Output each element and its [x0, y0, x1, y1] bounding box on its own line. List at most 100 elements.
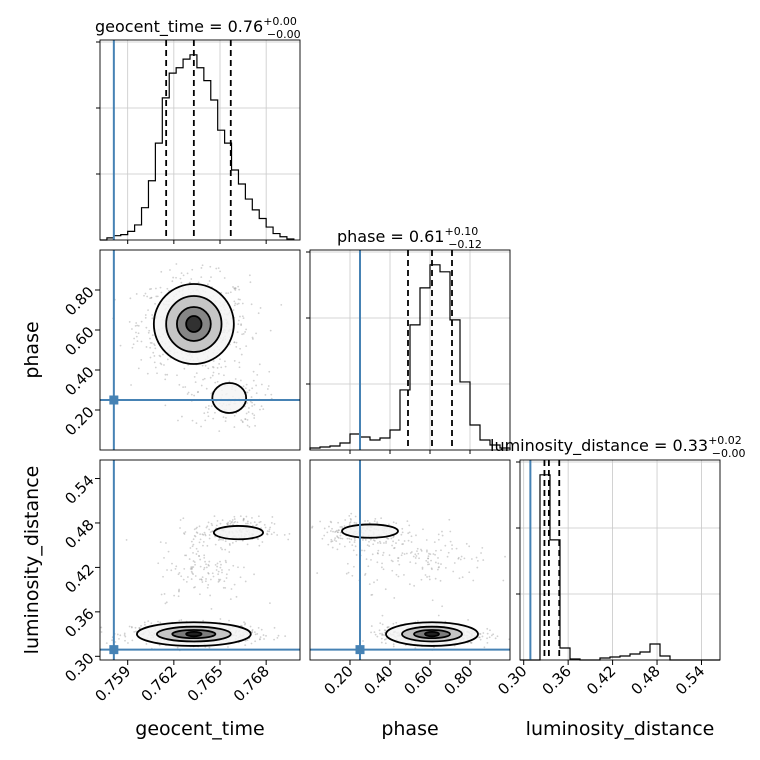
- pair-geocent_time-luminosity_distance-point: [253, 521, 256, 524]
- pair-phase-luminosity_distance-point: [353, 541, 356, 543]
- pair-phase-luminosity_distance-point: [436, 568, 439, 571]
- pair-phase-luminosity_distance-point: [377, 549, 380, 552]
- pair-phase-luminosity_distance-point: [478, 636, 481, 639]
- pair-geocent_time-phase-point: [136, 324, 139, 327]
- pair-phase-luminosity_distance-point: [347, 571, 350, 574]
- pair-geocent_time-luminosity_distance-point: [259, 636, 262, 639]
- pair-geocent_time-luminosity_distance-point: [226, 522, 228, 525]
- pair-phase-luminosity_distance-point: [378, 540, 381, 543]
- pair-geocent_time-phase-point: [144, 316, 147, 319]
- pair-geocent_time-luminosity_distance-point: [211, 530, 214, 533]
- pair-geocent_time-phase-point: [156, 372, 158, 375]
- pair-geocent_time-phase-point: [155, 295, 158, 298]
- pair-phase-luminosity_distance-point: [440, 563, 442, 565]
- pair-geocent_time-luminosity_distance-point: [259, 520, 262, 523]
- pair-geocent_time-phase-point: [258, 363, 261, 366]
- pair-phase-luminosity_distance-point: [407, 539, 410, 542]
- pair-phase-luminosity_distance-point: [426, 549, 428, 552]
- pair-geocent_time-phase-point: [201, 264, 204, 267]
- pair-geocent_time-luminosity_distance-point: [226, 523, 229, 525]
- pair-geocent_time-phase-point: [252, 379, 255, 382]
- pair-phase-luminosity_distance-point: [449, 540, 452, 543]
- pair-phase-luminosity_distance-point: [392, 645, 395, 648]
- pair-geocent_time-phase-point: [241, 420, 244, 423]
- pair-phase-luminosity_distance-point: [490, 634, 493, 637]
- pair-geocent_time-phase-plot-area: [100, 250, 300, 450]
- pair-geocent_time-phase-point: [250, 303, 253, 306]
- pair-phase-luminosity_distance-point: [316, 572, 319, 574]
- pair-geocent_time-phase-point: [150, 342, 153, 344]
- pair-phase-luminosity_distance-point: [382, 551, 385, 554]
- pair-geocent_time-luminosity_distance-point: [198, 555, 200, 557]
- pair-phase-luminosity_distance-point: [370, 631, 372, 634]
- pair-geocent_time-luminosity_distance-point: [239, 576, 242, 579]
- pair-phase-luminosity_distance-point: [416, 550, 418, 552]
- pair-geocent_time-luminosity_distance-point: [263, 638, 265, 640]
- pair-phase-luminosity_distance-point: [403, 540, 406, 542]
- diag-phase-histogram-step: [309, 264, 511, 450]
- pair-phase-luminosity_distance-point: [376, 561, 379, 564]
- pair-geocent_time-luminosity_distance-point: [159, 541, 162, 544]
- pair-phase-luminosity_distance-point: [390, 559, 393, 562]
- pair-phase-luminosity_distance-point: [393, 546, 396, 549]
- pair-phase-luminosity_distance-point: [382, 568, 385, 571]
- pair-geocent_time-luminosity_distance-point: [284, 635, 287, 638]
- pair-geocent_time-phase-point: [236, 331, 239, 334]
- pair-geocent_time-phase-point: [197, 390, 200, 393]
- pair-geocent_time-phase-point: [237, 319, 240, 322]
- pair-geocent_time-luminosity_distance-point: [193, 528, 196, 531]
- pair-geocent_time-luminosity_distance-point: [231, 521, 234, 523]
- pair-phase-luminosity_distance-point: [355, 522, 358, 525]
- pair-geocent_time-phase-point: [233, 341, 236, 344]
- pair-geocent_time-luminosity_distance-point: [140, 624, 142, 627]
- pair-geocent_time-phase-point: [171, 280, 174, 283]
- pair-geocent_time-phase-point: [225, 292, 228, 295]
- pair-phase-luminosity_distance-point: [355, 554, 358, 556]
- pair-geocent_time-luminosity_distance-ytick-label-1: 0.36: [61, 605, 97, 641]
- pair-geocent_time-phase-point: [134, 325, 137, 327]
- pair-phase-luminosity_distance-point: [330, 521, 333, 524]
- pair-geocent_time-luminosity_distance-point: [237, 566, 239, 569]
- pair-geocent_time-phase-point: [135, 293, 138, 295]
- pair-phase-luminosity_distance-point: [390, 537, 393, 540]
- pair-geocent_time-luminosity_distance-point: [273, 626, 276, 629]
- pair-geocent_time-luminosity_distance-point: [183, 533, 186, 535]
- pair-phase-luminosity_distance-point: [392, 540, 394, 543]
- pair-phase-luminosity_distance-xtick-label-1: 0.40: [360, 662, 396, 698]
- pair-geocent_time-luminosity_distance-point: [170, 569, 173, 572]
- pair-phase-luminosity_distance-point: [459, 558, 462, 561]
- pair-geocent_time-luminosity_distance-point: [269, 602, 271, 605]
- pair-geocent_time-phase-point: [251, 401, 253, 404]
- pair-phase-luminosity_distance-point: [470, 642, 473, 644]
- pair-geocent_time-luminosity_distance-point: [165, 601, 168, 604]
- pair-geocent_time-phase-point: [149, 356, 152, 359]
- pair-phase-luminosity_distance-point: [348, 537, 351, 540]
- pair-geocent_time-luminosity_distance-point: [163, 593, 166, 595]
- pair-geocent_time-luminosity_distance-point: [182, 578, 185, 581]
- pair-geocent_time-luminosity_distance-point: [209, 578, 212, 581]
- pair-phase-luminosity_distance-point: [371, 593, 374, 596]
- pair-geocent_time-phase-point: [175, 263, 178, 265]
- pair-geocent_time-luminosity_distance-point: [201, 581, 204, 583]
- pair-geocent_time-luminosity_distance: 0.759 0.762 0.765 0.768 0.30 0.36 0.42 0.48 0.54: [61, 459, 301, 705]
- pair-geocent_time-phase-point: [256, 373, 259, 376]
- pair-geocent_time-phase-point: [253, 417, 256, 419]
- pair-geocent_time-luminosity_distance-point: [194, 586, 196, 588]
- pair-geocent_time-luminosity_distance-point: [221, 548, 223, 551]
- pair-geocent_time-phase-point: [135, 335, 138, 338]
- pair-phase-luminosity_distance-point: [364, 574, 366, 576]
- pair-phase-luminosity_distance-point: [434, 553, 436, 556]
- pair-geocent_time-luminosity_distance-point: [135, 630, 137, 633]
- pair-geocent_time-luminosity_distance-point: [212, 575, 215, 578]
- pair-geocent_time-luminosity_distance-point: [270, 533, 273, 536]
- pair-geocent_time-phase-point: [160, 363, 163, 366]
- pair-geocent_time-luminosity_distance-point: [198, 555, 201, 557]
- pair-geocent_time-luminosity_distance-point: [246, 543, 249, 546]
- pair-phase-luminosity_distance-point: [345, 572, 348, 575]
- diag-geocent_time-frame: [99, 39, 301, 241]
- pair-geocent_time-luminosity_distance-point: [243, 621, 245, 624]
- pair-phase-luminosity_distance-point: [337, 521, 340, 524]
- pair-geocent_time-luminosity_distance-point: [236, 521, 239, 524]
- pair-geocent_time-luminosity_distance-point: [273, 523, 276, 525]
